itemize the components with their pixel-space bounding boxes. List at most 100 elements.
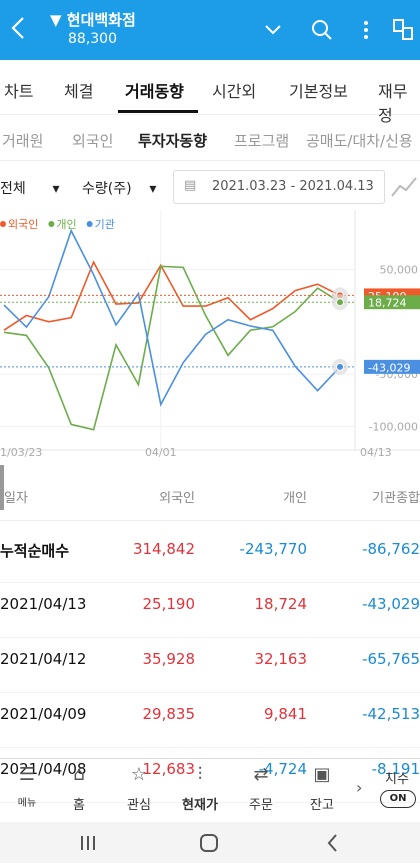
stock-price: 88,300 <box>68 31 117 47</box>
nav-label[interactable]: 잔고 <box>310 798 334 813</box>
column-header: 기관종합 <box>372 491 420 506</box>
column-header: 개인 <box>283 491 307 506</box>
nav-icon: ⌂ <box>73 764 85 785</box>
legend-label: 외국인 <box>8 218 38 231</box>
last-point <box>336 298 344 307</box>
table-cell: -4,724 <box>258 760 307 778</box>
table-cell: -65,765 <box>362 650 420 668</box>
table-cell: -86,762 <box>362 540 420 558</box>
tab[interactable]: 기본정보 <box>289 82 348 101</box>
x-tick-label: 1/03/23 <box>0 446 42 459</box>
unit: 수량(주) <box>82 181 132 197</box>
y-tick-label: 50,000 <box>380 263 419 276</box>
stock-name-row[interactable]: ▼ 현대백화점 <box>50 11 136 29</box>
divider <box>0 747 420 748</box>
drag-handle[interactable] <box>0 465 4 510</box>
table-cell: 2021/04/13 <box>0 595 87 613</box>
legend-dot <box>48 221 55 227</box>
subtab[interactable]: 투자자동향 <box>138 132 208 150</box>
subtab[interactable]: 외국인 <box>72 132 114 150</box>
divider <box>0 520 420 521</box>
table-cell: 25,190 <box>142 595 196 613</box>
column-header: 일자 <box>4 491 28 506</box>
system-nav-icons <box>81 834 337 852</box>
nav-label[interactable]: 메뉴 <box>17 798 37 809</box>
nav-icon: ☰ <box>18 764 36 785</box>
calendar-icon: ▤ <box>184 178 197 193</box>
divider <box>0 802 420 803</box>
divider <box>0 160 420 161</box>
value-label: -43,029 <box>368 361 410 374</box>
bottom-nav <box>0 758 420 823</box>
tab[interactable]: 거래동향 <box>125 82 184 101</box>
divider <box>0 692 420 693</box>
legend-label: 개인 <box>56 218 76 231</box>
tab[interactable]: 시간외 <box>212 82 257 101</box>
value-badge <box>364 359 420 374</box>
series-line <box>3 228 341 407</box>
system-nav <box>0 822 420 863</box>
table-cell: 12,683 <box>142 760 196 778</box>
table-cell: -42,513 <box>362 705 420 723</box>
legend-dot <box>0 221 6 227</box>
table-cell: 32,163 <box>254 650 308 668</box>
unit-select[interactable]: 수량(주) ▾ <box>82 181 157 197</box>
x-tick-label: 04/01 <box>145 446 177 459</box>
legend-label: 기관 <box>95 218 115 231</box>
subtab[interactable]: 프로그램 <box>234 132 290 150</box>
value-label: 18,724 <box>368 297 407 310</box>
tab[interactable]: 재무정 <box>378 82 408 125</box>
plot-bg <box>0 210 420 462</box>
y-tick-label: -100,000 <box>369 421 418 434</box>
nav-label[interactable]: 현재가 <box>182 798 218 813</box>
table-cell: 2021/04/09 <box>0 705 87 723</box>
table-cell: 18,724 <box>254 595 308 613</box>
table-cell: 314,842 <box>132 540 195 558</box>
value-badge <box>364 295 420 310</box>
date-range: 2021.03.23 - 2021.04.13 <box>212 179 374 194</box>
table-cell: 9,841 <box>264 705 307 723</box>
scope-select[interactable]: 전체 ▾ <box>0 181 60 197</box>
series-line <box>3 260 341 331</box>
table-cell: 35,928 <box>142 650 196 668</box>
chart-toggle[interactable] <box>390 174 420 200</box>
nav-label[interactable]: 관심 <box>127 798 151 813</box>
nav-label[interactable]: 지수 <box>385 772 409 787</box>
legend-dot <box>86 221 93 227</box>
nav-icon: ☆ <box>130 764 148 785</box>
table-cell: 누적순매수 <box>0 542 70 560</box>
divider <box>0 637 420 638</box>
on-badge[interactable]: ON <box>380 790 416 808</box>
nav-label[interactable]: 홈 <box>73 798 85 813</box>
series-line <box>3 265 341 431</box>
table-cell: -8,191 <box>371 760 420 778</box>
nav-label[interactable]: 주문 <box>249 798 273 813</box>
table-cell: 2021/04/12 <box>0 650 87 668</box>
subtab[interactable]: 공매도/대차/신용 <box>306 132 413 150</box>
table-cell: -43,029 <box>362 595 420 613</box>
table-cell: 29,835 <box>142 705 196 723</box>
table-cell: -243,770 <box>239 540 307 558</box>
table-cell: 2021/04/08 <box>0 760 87 778</box>
x-tick-label: 04/13 <box>360 446 392 459</box>
column-header: 외국인 <box>159 491 195 506</box>
subtab[interactable]: 거래원 <box>2 132 44 150</box>
tab[interactable]: 체결 <box>64 82 94 101</box>
nav-icon: ⫶ <box>197 764 203 785</box>
header-icons <box>265 19 413 40</box>
scope: 전체 <box>0 181 26 197</box>
last-point <box>336 362 344 371</box>
divider <box>0 582 420 583</box>
divider <box>0 114 420 115</box>
back-button[interactable] <box>8 14 28 42</box>
date-range-box[interactable]: ▤ 2021.03.23 - 2021.04.13 <box>173 170 385 204</box>
nav-icon: ⇄ <box>253 764 269 785</box>
nav-arrow: › <box>356 778 363 797</box>
header: ▼ 현대백화점 88,300 <box>0 0 420 60</box>
stock-name: 현대백화점 <box>66 11 136 29</box>
nav-icon: ▣ <box>313 764 331 785</box>
tab[interactable]: 차트 <box>4 82 34 101</box>
tab-underline <box>118 110 198 113</box>
